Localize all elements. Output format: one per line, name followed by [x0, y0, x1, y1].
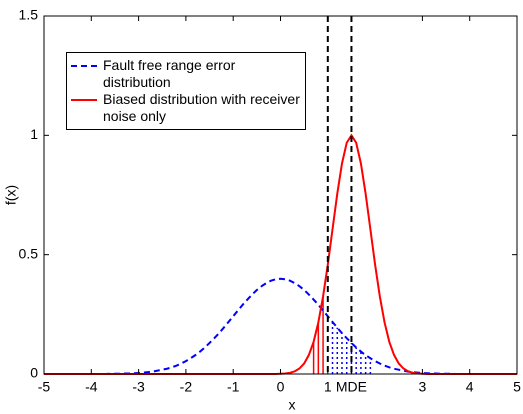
series-line	[44, 133, 517, 375]
legend-swatch	[71, 65, 97, 67]
legend-label: Biased distribution with receiver noise …	[103, 91, 300, 124]
legend-swatch	[71, 99, 97, 101]
legend: Fault free range error distribution Biase…	[66, 52, 306, 130]
legend-entry: Biased distribution with receiver noise …	[69, 91, 303, 125]
x-tick-label: -5	[38, 379, 51, 395]
legend-entry: Fault free range error distribution	[69, 57, 303, 91]
x-tick-label: 5	[513, 379, 521, 395]
x-tick-label: -4	[85, 379, 98, 395]
x-tick-label: 0	[277, 379, 285, 395]
x-tick-label: -3	[132, 379, 145, 395]
y-tick-label: 1.5	[19, 7, 39, 23]
y-axis-label: f(x)	[3, 185, 19, 205]
x-tick-label: MDE	[336, 379, 367, 395]
y-tick-label: 0	[30, 365, 38, 381]
y-tick-label: 1	[30, 126, 38, 142]
x-tick-label: 3	[419, 379, 427, 395]
series-line	[44, 277, 517, 375]
y-tick-label: 0.5	[19, 245, 39, 261]
legend-label: Fault free range error distribution	[103, 57, 236, 90]
x-tick-label: -1	[227, 379, 240, 395]
x-tick-label: -2	[180, 379, 193, 395]
x-tick-label: 4	[466, 379, 474, 395]
x-axis-label: x	[289, 397, 296, 413]
x-tick-label: 1	[324, 379, 332, 395]
